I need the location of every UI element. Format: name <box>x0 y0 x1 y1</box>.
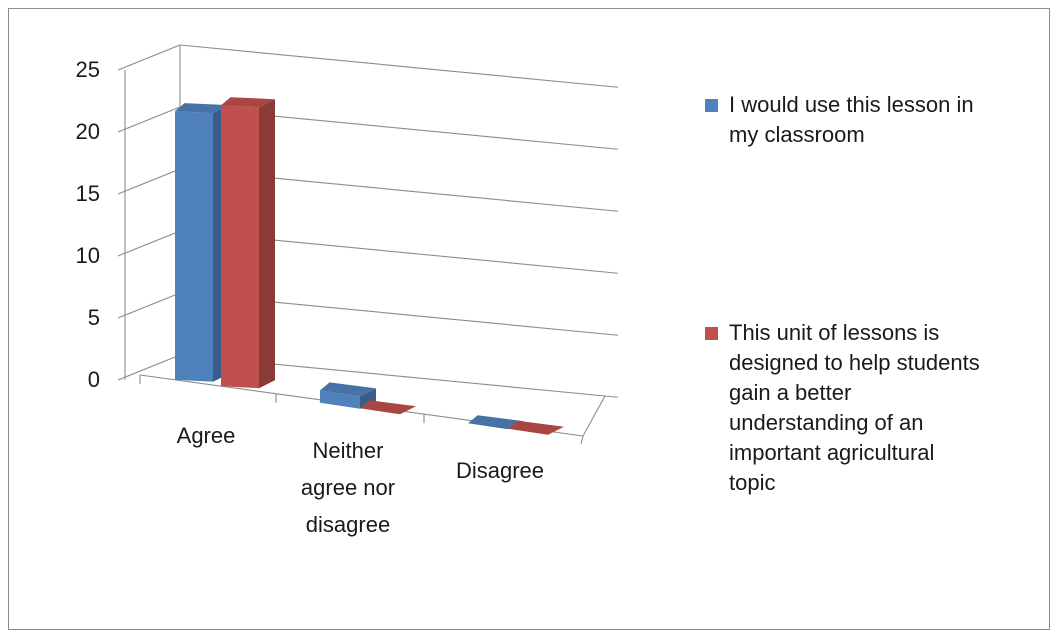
y-tick-0 <box>117 354 181 381</box>
bar-red-0 <box>221 97 275 389</box>
x-tick-label-1-2: disagree <box>306 512 390 537</box>
bar-blue-1 <box>320 382 376 409</box>
y-tick-label-0: 0 <box>88 367 100 392</box>
bar-front <box>320 390 360 409</box>
legend-item-2: This unit of lessons is designed to help… <box>705 318 1045 518</box>
bar-top <box>360 400 416 415</box>
gridline-25 <box>179 44 619 88</box>
bar-blue-2 <box>468 415 524 430</box>
bar-top <box>175 103 229 114</box>
y-tick-label-5: 5 <box>88 305 100 330</box>
bar-red-2 <box>508 420 564 435</box>
legend-label-1: I would use this lesson in my classroom <box>729 92 974 147</box>
bar-front <box>221 105 259 389</box>
bar-side <box>259 99 275 389</box>
y-tick-label-25: 25 <box>76 57 100 82</box>
y-tick-15 <box>117 168 181 195</box>
x-tick-label-1-0: Neither <box>313 438 384 463</box>
bar-red-1 <box>360 400 416 415</box>
y-tick-label-15: 15 <box>76 181 100 206</box>
legend-swatch-red <box>705 327 718 340</box>
bar-top <box>221 97 275 108</box>
legend-item-1: I would use this lesson in my classroom <box>705 90 1045 160</box>
y-tick-25 <box>117 44 181 71</box>
bar-top <box>508 420 564 435</box>
legend-label-2: This unit of lessons is designed to help… <box>729 320 980 495</box>
x-tick-label-2-0: Disagree <box>456 458 544 483</box>
y-tick-label-20: 20 <box>76 119 100 144</box>
y-tick-20 <box>117 106 181 133</box>
y-tick-5 <box>117 292 181 319</box>
chart-area: 0 5 10 15 20 25 Agree Neither agree nor disagree D… <box>76 44 619 537</box>
bar-top <box>468 415 524 430</box>
y-tick-label-10: 10 <box>76 243 100 268</box>
bar-blue-0 <box>175 103 229 382</box>
x-tick-end <box>580 435 584 445</box>
legend-swatch-blue <box>705 99 718 112</box>
bar-side <box>360 388 376 409</box>
y-tick-10 <box>117 230 181 257</box>
bar-front <box>175 111 213 382</box>
x-tick-label-1-1: agree nor <box>301 475 395 500</box>
bar-top <box>320 382 376 397</box>
x-tick-label-0-0: Agree <box>177 423 236 448</box>
legend: I would use this lesson in my classroom … <box>705 90 1045 570</box>
floor-right-edge <box>582 395 606 437</box>
